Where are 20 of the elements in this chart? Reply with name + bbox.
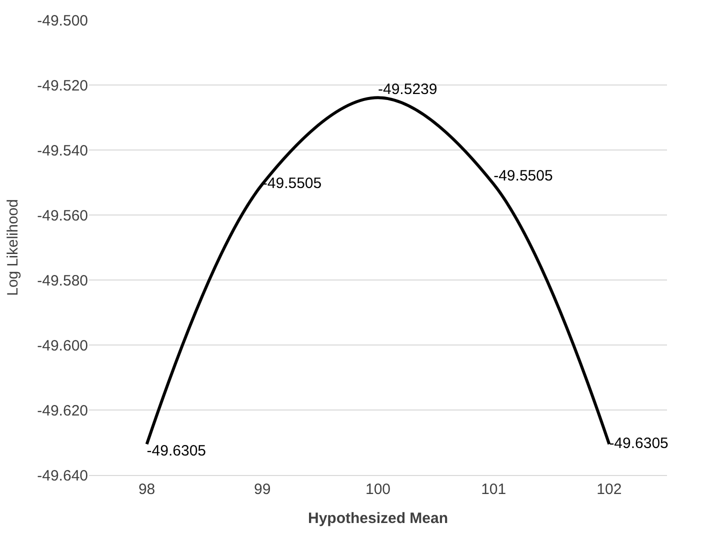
data-label: -49.6305 (609, 434, 668, 452)
data-label: -49.5505 (494, 167, 553, 184)
y-tick-label: -49.560 (37, 207, 88, 224)
y-tick-label: -49.640 (37, 467, 88, 484)
x-tick-label: 100 (365, 481, 391, 498)
x-tick-label: 99 (254, 481, 271, 498)
y-tick-label: -49.620 (37, 402, 88, 420)
x-tick-label: 102 (596, 481, 622, 498)
y-tick-label: -49.500 (37, 12, 88, 30)
x-axis-title: Hypothesized Mean (308, 510, 448, 527)
y-tick-label: -49.540 (37, 142, 88, 160)
data-label: -49.5239 (378, 80, 438, 98)
data-label: -49.6305 (146, 442, 206, 460)
y-axis-title: Log Likelihood (4, 199, 22, 296)
data-label: -49.5505 (262, 174, 322, 192)
y-tick-label: -49.600 (37, 337, 88, 354)
y-tick-label: -49.520 (37, 77, 88, 94)
x-tick-label: 98 (138, 481, 156, 498)
y-tick-label: -49.580 (37, 272, 88, 290)
x-tick-label: 101 (481, 481, 506, 498)
